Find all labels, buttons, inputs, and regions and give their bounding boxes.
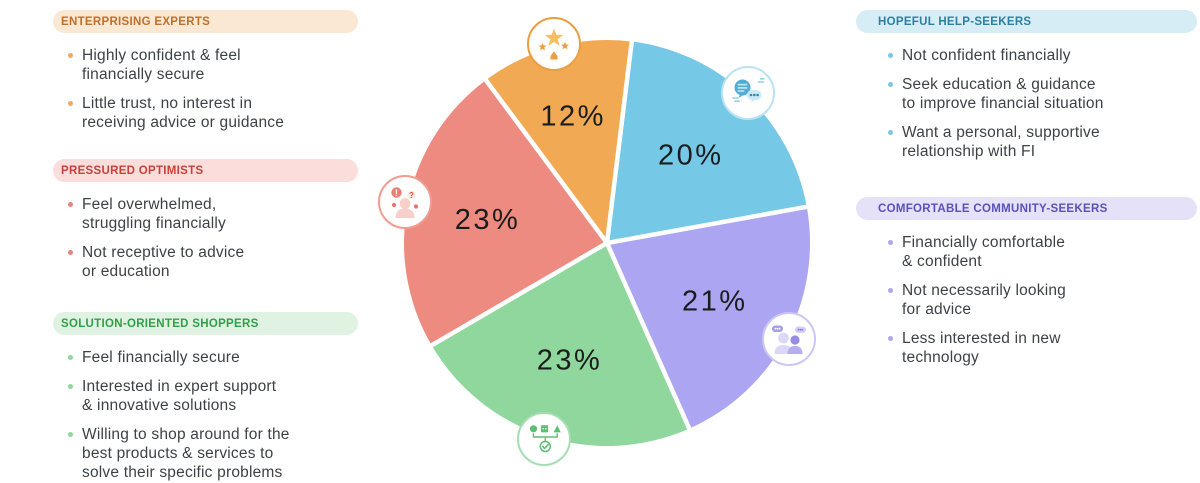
bullet-text: Highly confident & feel financially secu… — [82, 47, 241, 83]
bullet-list: Not confident financially Seek education … — [856, 46, 1197, 161]
bullet-text: Feel financially secure — [82, 349, 240, 366]
bullet-dot — [888, 240, 893, 245]
bullet-text: Less interested in new technology — [902, 330, 1061, 366]
persona-title: PRESSURED OPTIMISTS — [61, 164, 204, 177]
persona-title: SOLUTION-ORIENTED SHOPPERS — [61, 317, 259, 330]
bullet-text: Interested in expert support & innovativ… — [82, 378, 277, 414]
percent-label-hopeful-help-seekers: 20% — [658, 139, 724, 171]
bullet-item: Want a personal, supportive relationship… — [856, 123, 1197, 161]
bullet-dot — [888, 82, 893, 87]
bullet-text: Not receptive to advice or education — [82, 244, 245, 280]
bullet-item: Financially comfortable & confident — [856, 233, 1197, 271]
pie-slice-solution-oriented-shoppers — [431, 243, 690, 447]
overwhelmed-person-icon: ! ? — [378, 175, 432, 229]
persona-section-solution-oriented-shoppers: SOLUTION-ORIENTED SHOPPERS Feel financial… — [53, 312, 358, 482]
right-column: HOPEFUL HELP-SEEKERS Not confident financ… — [856, 0, 1197, 377]
persona-section-enterprising-experts: ENTERPRISING EXPERTS Highly confident & f… — [53, 10, 358, 132]
slice-separator — [604, 39, 635, 244]
bullet-list: Financially comfortable & confident Not n… — [856, 233, 1197, 367]
bullet-dot — [68, 101, 73, 106]
bullet-text: Willing to shop around for the best prod… — [82, 426, 290, 481]
bullet-item: Little trust, no interest in receiving a… — [53, 94, 358, 132]
bullet-item: Feel overwhelmed, struggling financially — [53, 195, 358, 233]
bullet-dot — [68, 355, 73, 360]
slice-separator — [604, 242, 693, 432]
slice-separator — [606, 204, 810, 246]
percent-label-enterprising-experts: 12% — [540, 101, 606, 133]
bullet-text: Financially comfortable & confident — [902, 234, 1066, 270]
svg-text:!: ! — [395, 188, 398, 199]
bullet-dot — [888, 288, 893, 293]
bullet-text: Little trust, no interest in receiving a… — [82, 95, 285, 131]
chat-bubbles-icon — [721, 66, 775, 120]
bullet-dot — [888, 53, 893, 58]
pie-slice-hopeful-help-seekers — [607, 41, 807, 244]
bullet-item: Less interested in new technology — [856, 329, 1197, 367]
percent-label-comfortable-community-seekers: 21% — [682, 285, 748, 317]
bullet-list: Feel financially secure Interested in exp… — [53, 348, 358, 482]
bullet-list: Feel overwhelmed, struggling financially… — [53, 195, 358, 281]
bullet-dot — [68, 384, 73, 389]
persona-section-pressured-optimists: PRESSURED OPTIMISTS Feel overwhelmed, str… — [53, 159, 358, 281]
bullet-item: Highly confident & feel financially secu… — [53, 46, 358, 84]
community-icon — [762, 312, 816, 366]
bullet-text: Want a personal, supportive relationship… — [902, 124, 1100, 160]
bullet-list: Highly confident & feel financially secu… — [53, 46, 358, 132]
percent-label-solution-oriented-shoppers: 23% — [537, 344, 603, 376]
persona-pill-enterprising-experts: ENTERPRISING EXPERTS — [53, 10, 358, 33]
bullet-dot — [68, 53, 73, 58]
left-column: ENTERPRISING EXPERTS Highly confident & f… — [53, 0, 358, 483]
persona-pill-hopeful-help-seekers: HOPEFUL HELP-SEEKERS — [856, 10, 1197, 33]
persona-title: ENTERPRISING EXPERTS — [61, 15, 211, 28]
bullet-text: Not necessarily looking for advice — [902, 282, 1066, 318]
bullet-item: Willing to shop around for the best prod… — [53, 425, 358, 482]
bullet-text: Seek education & guidance to improve fin… — [902, 76, 1104, 112]
bullet-dot — [68, 202, 73, 207]
bullet-text: Feel overwhelmed, struggling financially — [82, 196, 226, 232]
bullet-dot — [888, 130, 893, 135]
bullet-item: Not receptive to advice or education — [53, 243, 358, 281]
bullet-dot — [888, 336, 893, 341]
bullet-item: Not necessarily looking for advice — [856, 281, 1197, 319]
bullet-item: Seek education & guidance to improve fin… — [856, 75, 1197, 113]
solution-shapes-icon — [517, 412, 571, 466]
percent-label-pressured-optimists: 23% — [455, 204, 521, 236]
pie-slice-comfortable-community-seekers — [607, 206, 811, 429]
persona-section-comfortable-community-seekers: COMFORTABLE COMMUNITY-SEEKERS Financially… — [856, 197, 1197, 367]
slice-separator — [482, 77, 609, 245]
persona-title: HOPEFUL HELP-SEEKERS — [878, 15, 1032, 28]
pie-slice-pressured-optimists — [403, 80, 607, 346]
persona-pill-pressured-optimists: PRESSURED OPTIMISTS — [53, 159, 358, 182]
persona-pill-comfortable-community-seekers: COMFORTABLE COMMUNITY-SEEKERS — [856, 197, 1197, 220]
bullet-dot — [68, 250, 73, 255]
bullet-item: Not confident financially — [856, 46, 1197, 65]
persona-title: COMFORTABLE COMMUNITY-SEEKERS — [878, 202, 1108, 215]
bullet-item: Interested in expert support & innovativ… — [53, 377, 358, 415]
bullet-item: Feel financially secure — [53, 348, 358, 367]
bullet-text: Not confident financially — [902, 47, 1071, 64]
persona-section-hopeful-help-seekers: HOPEFUL HELP-SEEKERS Not confident financ… — [856, 10, 1197, 161]
svg-text:?: ? — [409, 191, 414, 200]
bullet-dot — [68, 432, 73, 437]
pie-slice-enterprising-experts — [485, 39, 632, 244]
persona-pill-solution-oriented-shoppers: SOLUTION-ORIENTED SHOPPERS — [53, 312, 358, 335]
stars-icon — [527, 17, 581, 71]
slice-separator — [428, 241, 609, 349]
